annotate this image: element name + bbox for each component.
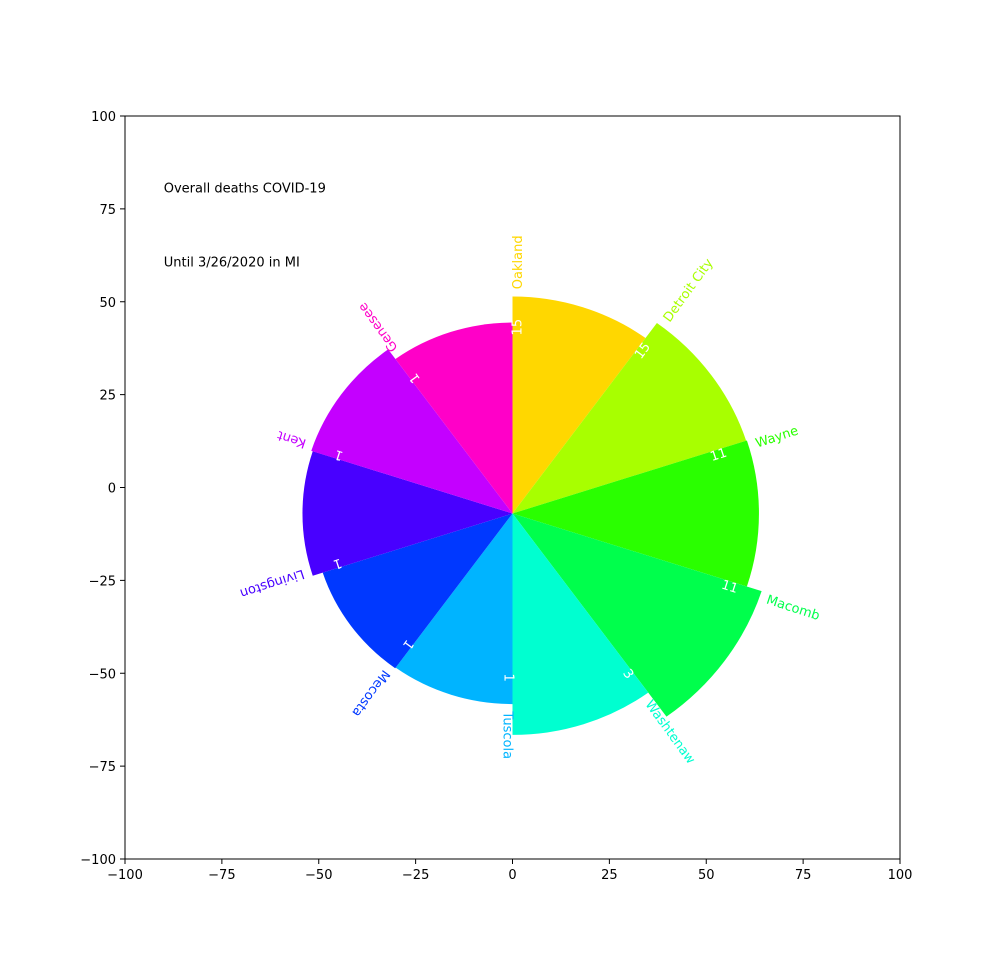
y-tick-label: 25 [99,389,116,404]
x-tick-label: −75 [208,868,235,883]
annotation-subtitle: Until 3/26/2020 in MI [164,256,300,271]
y-tick-label: 75 [99,203,116,218]
bar-detroit-city [512,322,747,514]
annotation-title: Overall deaths COVID-19 [164,181,326,196]
y-tick-label: −25 [89,574,116,589]
value-label: 1 [500,673,515,681]
y-tick-label: 0 [108,482,116,497]
y-tick-label: −100 [80,853,116,868]
value-label: 11 [719,578,739,597]
x-tick-label: 50 [698,868,715,883]
value-label: 11 [708,446,728,465]
y-tick-label: −50 [89,667,116,682]
bar-genesee [395,322,513,514]
y-tick-label: −75 [89,760,116,775]
x-tick-label: −50 [305,868,332,883]
bars-layer [302,296,762,735]
bar-kent [311,349,513,514]
bar-macomb [512,513,762,717]
y-tick-label: 50 [99,296,116,311]
x-tick-label: 100 [888,868,913,883]
x-tick-label: 0 [508,868,516,883]
x-tick-label: −25 [402,868,429,883]
bar-washtenaw [512,513,649,735]
x-tick-label: 25 [601,868,618,883]
y-tick-label: 100 [91,110,116,125]
ticks-layer: −100 −75 −50 −25 0 25 50 75 100 −100 −75 −50 −25 0 25 5… [80,110,912,883]
value-label: 15 [510,319,525,336]
x-tick-label: −100 [107,868,143,883]
category-label: Tuscola [500,710,515,759]
bar-livingston [302,451,513,576]
category-label: Oakland [511,235,526,289]
bar-wayne [512,440,759,587]
bar-oakland [512,296,646,514]
bar-mecosta [322,513,513,669]
x-tick-label: 75 [795,868,812,883]
bar-tuscola [395,513,513,705]
